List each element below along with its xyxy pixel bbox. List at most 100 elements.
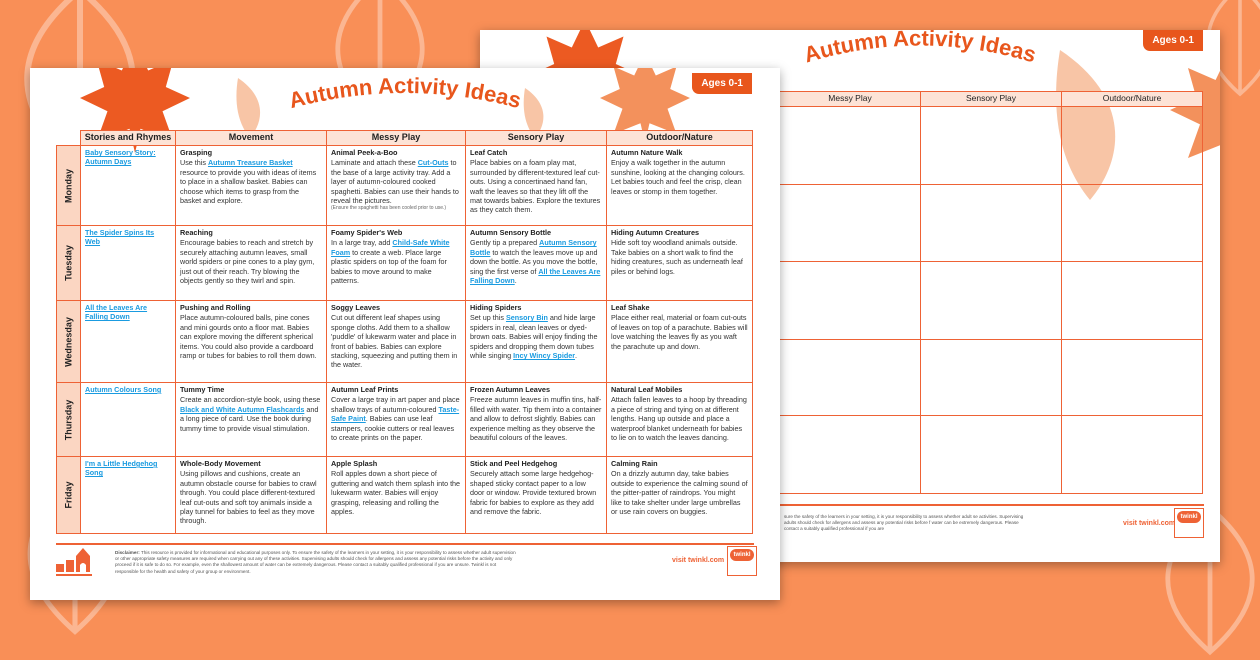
table-row: Tuesday The Spider Spins Its Web Reaching E… — [56, 225, 753, 301]
column-header: Stories and Rhymes — [80, 130, 176, 146]
disclaimer-text: sure the safety of the learners in your … — [784, 514, 1024, 532]
activity-description: Place babies on a foam play mat, surroun… — [470, 158, 602, 214]
safety-note: (Ensure the spaghetti has been cooled pr… — [331, 205, 447, 212]
table-row: Friday I'm a Little Hedgehog Song Whole-Bo… — [56, 456, 753, 534]
resource-link[interactable]: Autumn Treasure Basket — [207, 158, 293, 168]
activity-cell: Autumn Leaf Prints Cover a large tray in … — [326, 382, 466, 457]
resource-link[interactable]: Autumn Colours Song — [85, 385, 162, 394]
text-segment: Hide soft toy woodland animals outside. … — [611, 238, 743, 276]
activity-description: Set up this Sensory Bin and hide large s… — [470, 313, 602, 360]
resource-link[interactable]: Incy Wincy Spider — [513, 351, 576, 361]
activity-description: Encourage babies to reach and stretch by… — [180, 238, 322, 285]
disclaimer-text: Disclaimer: This resource is provided fo… — [115, 550, 516, 574]
activity-cell: Baby Sensory Story: Autumn Days — [80, 145, 176, 226]
activity-title: Soggy Leaves — [331, 303, 381, 312]
svg-text:Autumn Activity Ideas: Autumn Activity Ideas — [801, 30, 1039, 67]
activity-title: Leaf Catch — [470, 148, 508, 157]
activity-description: Autumn Colours Song — [85, 385, 171, 394]
activity-cell: Soggy Leaves Cut out different leaf shape… — [326, 300, 466, 383]
activity-description: Baby Sensory Story: Autumn Days — [85, 148, 171, 167]
activity-description: Laminate and attach these Cut-Outs to th… — [331, 158, 461, 205]
resource-link[interactable]: Child-Safe White Foam — [331, 238, 450, 257]
activity-cell: I'm a Little Hedgehog Song — [80, 456, 176, 534]
visit-twinkl-link[interactable]: visit twinkl.com — [672, 557, 725, 564]
text-segment: In a large tray, add — [331, 238, 393, 248]
text-segment: . — [514, 276, 517, 286]
table-row: Thursday Autumn Colours Song Tummy Time Cre… — [56, 382, 753, 457]
text-segment: On a drizzly autumn day, take babies out… — [611, 469, 748, 517]
activity-title: Hiding Autumn Creatures — [611, 228, 700, 237]
activity-cell: Tummy Time Create an accordion-style book… — [175, 382, 327, 457]
activity-description: Using pillows and cushions, create an au… — [180, 469, 322, 525]
text-segment: to watch the leaves move up and down the… — [470, 247, 598, 276]
activity-description: Freeze autumn leaves in muffin tins, hal… — [470, 395, 602, 442]
table-row: Monday Baby Sensory Story: Autumn Days Gra… — [56, 145, 753, 226]
resource-link[interactable]: Black and White Autumn Flashcards — [180, 404, 305, 414]
activity-description: Place either real, material or foam cut-… — [611, 313, 748, 351]
activity-cell: Calming Rain On a drizzly autumn day, tak… — [606, 456, 753, 534]
text-segment: Create an accordion-style book, using th… — [180, 395, 321, 405]
resource-link[interactable]: Autumn Sensory Bottle — [470, 238, 597, 257]
activity-cell: All the Leaves Are Falling Down — [80, 300, 176, 383]
resource-link[interactable]: Taste-Safe Paint — [331, 404, 460, 424]
age-badge: Ages 0-1 — [1143, 30, 1203, 51]
activity-title: Grasping — [180, 148, 213, 157]
front-page-preview: Autumn Activity Ideas Ages 0-1 Stories a… — [30, 68, 780, 600]
column-header: Outdoor/Nature — [1061, 91, 1203, 107]
resource-link[interactable]: I'm a Little Hedgehog Song — [85, 459, 158, 478]
text-segment: to the base of a large activity tray. Ad… — [331, 158, 459, 206]
text-segment: to create a web. Place large plastic spi… — [331, 247, 447, 286]
resource-link[interactable]: Sensory Bin — [505, 313, 548, 323]
text-segment: and a long piece of card. Use the book d… — [180, 404, 319, 433]
text-segment: Enjoy a walk together in the autumn suns… — [611, 158, 745, 196]
day-text: Monday — [62, 168, 73, 203]
activity-title: Natural Leaf Mobiles — [611, 385, 683, 394]
activity-description: Roll apples down a short piece of gutter… — [331, 469, 461, 516]
activity-cell: Autumn Nature Walk Enjoy a walk together … — [606, 145, 753, 226]
text-segment: Set up this — [470, 313, 506, 323]
resource-link[interactable]: All the Leaves Are Falling Down — [470, 266, 601, 286]
column-header: Sensory Play — [920, 91, 1062, 107]
twinkl-logo: twinkl — [1174, 508, 1204, 538]
day-label: Tuesday — [56, 225, 81, 301]
text-segment: Use this — [180, 158, 208, 168]
text-segment: Place autumn-coloured balls, pine cones … — [180, 313, 317, 361]
building-blocks-icon — [56, 548, 92, 576]
activity-title: Autumn Nature Walk — [611, 148, 683, 157]
leaf-icon — [236, 78, 261, 138]
activity-cell: Autumn Sensory Bottle Gently tip a prepar… — [465, 225, 607, 301]
footer-divider — [480, 504, 1204, 506]
text-segment: Place babies on a foam play mat, surroun… — [470, 158, 601, 215]
activity-title: Autumn Leaf Prints — [331, 385, 399, 394]
activity-table-back: Messy Play Sensory Play Outdoor/Nature — [779, 91, 1203, 494]
activity-cell: Frozen Autumn Leaves Freeze autumn leaves… — [465, 382, 607, 457]
leaf-icon — [523, 88, 544, 138]
visit-twinkl-link[interactable]: visit twinkl.com — [1123, 520, 1176, 527]
resource-link[interactable]: All the Leaves Are Falling Down — [85, 303, 148, 322]
column-header: Movement — [175, 130, 327, 146]
day-text: Friday — [62, 481, 73, 509]
activity-cell: Grasping Use this Autumn Treasure Basket … — [175, 145, 327, 226]
day-label: Wednesday — [56, 300, 81, 383]
activity-cell: Hiding Autumn Creatures Hide soft toy woo… — [606, 225, 753, 301]
activity-description: Cut out different leaf shapes using spon… — [331, 313, 461, 369]
activity-cell: Leaf Catch Place babies on a foam play ma… — [465, 145, 607, 226]
activity-title: Frozen Autumn Leaves — [470, 385, 551, 394]
activity-title: Autumn Sensory Bottle — [470, 228, 552, 237]
activity-cell: Stick and Peel Hedgehog Securely attach s… — [465, 456, 607, 534]
day-text: Thursday — [62, 399, 73, 440]
activity-title: Pushing and Rolling — [180, 303, 251, 312]
resource-link[interactable]: The Spider Spins Its Web — [85, 228, 155, 247]
resource-link[interactable]: Baby Sensory Story: Autumn Days — [85, 148, 156, 167]
resource-link[interactable]: Cut-Outs — [417, 158, 449, 168]
column-header: Messy Play — [326, 130, 466, 146]
page-title: Autumn Activity Ideas — [286, 73, 523, 113]
activity-cell: Foamy Spider's Web In a large tray, add C… — [326, 225, 466, 301]
text-segment: Laminate and attach these — [331, 158, 418, 168]
day-label: Friday — [56, 456, 81, 534]
activity-description: Create an accordion-style book, using th… — [180, 395, 322, 433]
activity-description: Hide soft toy woodland animals outside. … — [611, 238, 748, 276]
activity-cell: Leaf Shake Place either real, material or… — [606, 300, 753, 383]
activity-cell: Animal Peek-a-Boo Laminate and attach the… — [326, 145, 466, 226]
activity-title: Whole-Body Movement — [180, 459, 261, 468]
